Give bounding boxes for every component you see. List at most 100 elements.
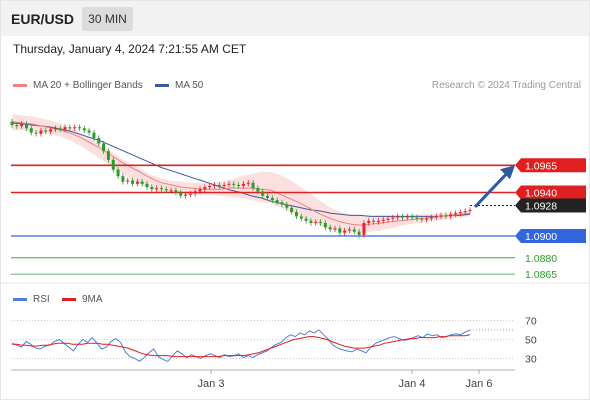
- level-price-tag-1.0928: [515, 198, 586, 213]
- candle-body: [92, 132, 96, 139]
- candle-body: [179, 192, 183, 196]
- candle-body: [458, 212, 462, 214]
- rsi-tick-30: 30: [525, 354, 537, 366]
- candle-body: [140, 181, 144, 184]
- candle-body: [401, 216, 404, 218]
- candle-body: [169, 190, 173, 192]
- candle-body: [338, 228, 342, 233]
- candle-body: [34, 132, 38, 134]
- candle-body: [184, 194, 188, 196]
- candle-body: [150, 187, 154, 190]
- candle-body: [198, 189, 202, 192]
- candle-body: [405, 216, 409, 218]
- candle-body: [304, 218, 308, 221]
- legend-rsi: RSI: [13, 294, 50, 305]
- candle-body: [78, 127, 81, 129]
- candle-body: [362, 222, 366, 235]
- level-price-tag-1.0900: [515, 229, 586, 244]
- candle-body: [159, 188, 163, 190]
- candle-body: [222, 184, 226, 186]
- candle-body: [357, 231, 361, 235]
- legend-rsi-ma-label: 9MA: [82, 294, 103, 305]
- level-price-tag-1.0965: [515, 158, 586, 173]
- candle-body: [63, 127, 67, 130]
- candle-body: [285, 204, 289, 208]
- candle-body: [386, 218, 390, 220]
- candle-body: [106, 151, 110, 160]
- level-label-1.0940: 1.0940: [525, 188, 557, 200]
- candle-body: [97, 138, 101, 144]
- candle-body: [463, 211, 467, 213]
- candle-body: [82, 128, 86, 131]
- forecast-arrow-head-icon: [500, 165, 515, 180]
- candle-body: [290, 207, 294, 213]
- time-axis-label-Jan-4: Jan 4: [399, 378, 426, 390]
- candle-body: [241, 183, 245, 186]
- ma50-swatch-icon: [155, 83, 169, 87]
- candle-body: [246, 182, 250, 184]
- candle-body: [53, 128, 57, 130]
- candle-body: [420, 218, 424, 220]
- rsi-line: [11, 329, 471, 363]
- candle-body: [415, 217, 419, 219]
- candle-body: [24, 123, 28, 129]
- candle-body: [58, 128, 62, 130]
- candle-body: [444, 215, 448, 217]
- candle-body: [256, 188, 260, 192]
- timeframe-badge[interactable]: 30 MIN: [82, 7, 133, 31]
- symbol-title: EUR/USD: [11, 11, 75, 27]
- rsi-ma-swatch-icon: [62, 297, 76, 301]
- time-axis-label-Jan-3: Jan 3: [198, 378, 225, 390]
- candle-body: [309, 220, 313, 223]
- candle-body: [372, 220, 376, 222]
- candle-body: [227, 183, 231, 185]
- candle-body: [333, 228, 337, 230]
- candle-body: [68, 127, 72, 129]
- candle-body: [20, 123, 24, 127]
- level-label-1.0965: 1.0965: [525, 160, 557, 172]
- candle-body: [135, 181, 139, 184]
- candle-body: [468, 209, 472, 211]
- candle-body: [145, 183, 149, 188]
- candle-body: [299, 216, 303, 219]
- rsi-ma-line: [12, 334, 471, 358]
- candle-body: [343, 230, 347, 233]
- candle-body: [270, 197, 274, 201]
- candle-body: [208, 185, 212, 188]
- candle-body: [15, 125, 19, 127]
- level-label-1.0900: 1.0900: [525, 231, 557, 243]
- rsi-swatch-icon: [13, 297, 27, 301]
- level-label-1.0928: 1.0928: [525, 201, 557, 213]
- candle-body: [213, 184, 216, 186]
- candle-body: [237, 184, 241, 186]
- candle-body: [49, 129, 53, 132]
- candle-body: [261, 191, 265, 196]
- bollinger-band-area: [12, 114, 470, 233]
- candle-body: [367, 220, 371, 223]
- legend-rsi-label: RSI: [33, 294, 50, 305]
- level-label-1.0865: 1.0865: [525, 269, 557, 281]
- candle-body: [87, 130, 91, 133]
- research-credit: Research © 2024 Trading Central: [431, 80, 581, 91]
- candle-body: [352, 229, 356, 232]
- candle-body: [376, 220, 380, 222]
- candle-body: [164, 189, 168, 191]
- level-price-tag-1.0940: [515, 185, 586, 200]
- candle-body: [439, 215, 443, 217]
- candle-body: [396, 216, 400, 218]
- candle-body: [44, 130, 48, 132]
- candle-body: [121, 176, 125, 182]
- candle-body: [111, 159, 115, 170]
- candle-body: [116, 169, 120, 177]
- legend-ma50-label: MA 50: [175, 80, 204, 91]
- candle-body: [434, 216, 438, 218]
- candle-body: [217, 184, 221, 186]
- forecast-arrow-shaft: [473, 172, 509, 208]
- candle-body: [275, 200, 279, 203]
- candle-body: [381, 219, 385, 221]
- rsi-tick-70: 70: [525, 316, 537, 328]
- chart-datetime: Thursday, January 4, 2024 7:21:55 AM CET: [13, 42, 247, 56]
- candle-body: [328, 227, 332, 230]
- rsi-tick-50: 50: [525, 335, 537, 347]
